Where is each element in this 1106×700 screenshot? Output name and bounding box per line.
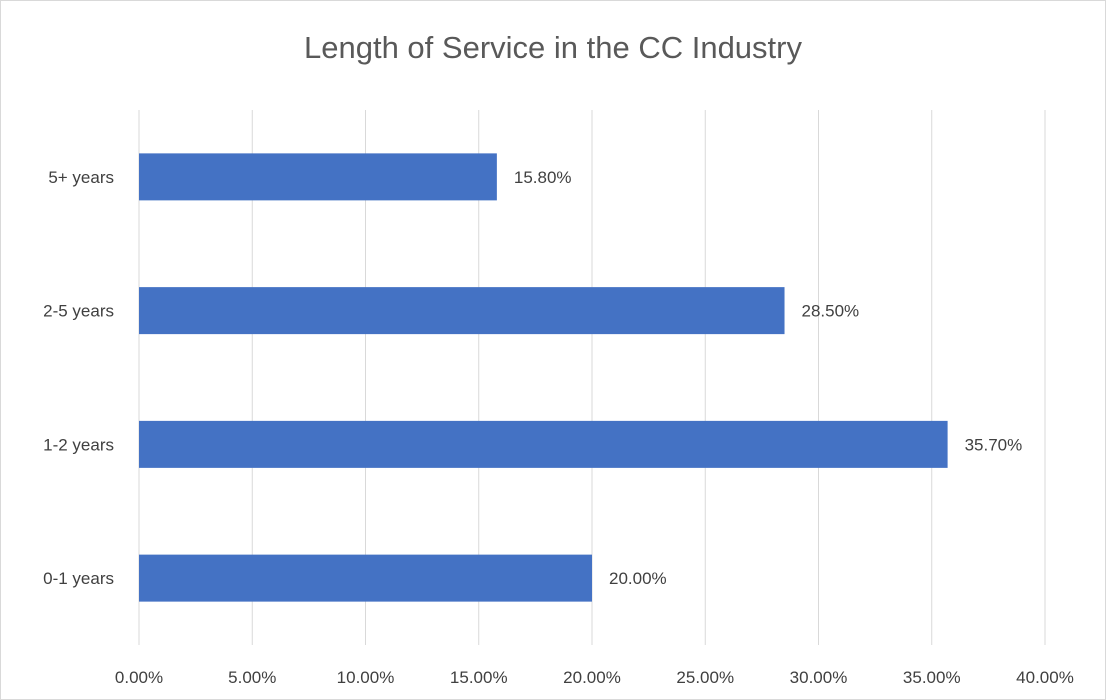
data-label: 15.80% <box>514 168 572 187</box>
category-label: 5+ years <box>48 168 114 187</box>
bars <box>139 153 948 602</box>
x-tick-label: 5.00% <box>228 668 276 687</box>
category-label: 2-5 years <box>43 302 114 321</box>
data-label: 35.70% <box>965 435 1023 454</box>
bar <box>139 287 785 335</box>
x-tick-label: 20.00% <box>563 668 621 687</box>
category-label: 0-1 years <box>43 569 114 588</box>
data-label: 20.00% <box>609 569 667 588</box>
x-tick-label: 35.00% <box>903 668 961 687</box>
x-tick-label: 0.00% <box>115 668 163 687</box>
x-tick-label: 15.00% <box>450 668 508 687</box>
x-tick-label: 25.00% <box>676 668 734 687</box>
bar <box>139 554 592 602</box>
x-tick-label: 40.00% <box>1016 668 1074 687</box>
bar <box>139 153 497 201</box>
labels: 0.00% 5.00% 10.00% 15.00% 20.00% 25.00% 30.00%… <box>43 168 1074 687</box>
bar <box>139 420 948 468</box>
chart-title: Length of Service in the CC Industry <box>304 30 802 65</box>
data-label: 28.50% <box>802 302 860 321</box>
x-tick-label: 30.00% <box>790 668 848 687</box>
x-tick-label: 10.00% <box>337 668 395 687</box>
category-label: 1-2 years <box>43 435 114 454</box>
